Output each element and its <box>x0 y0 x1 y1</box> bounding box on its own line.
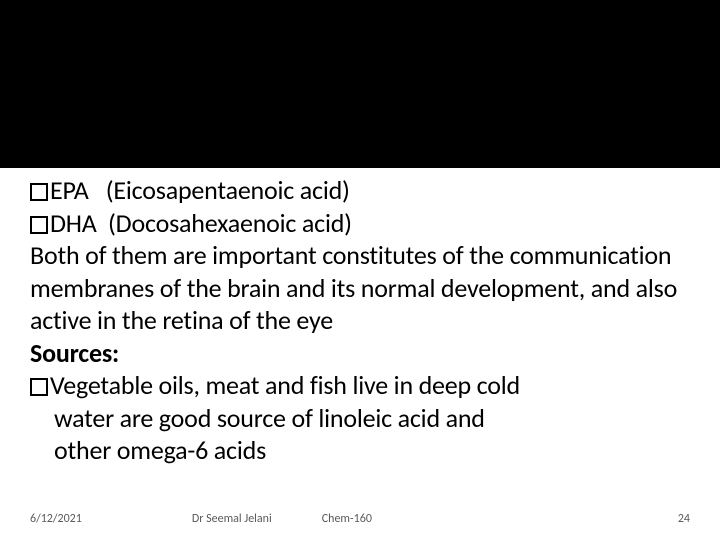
sources-inline: Vegetable oils, meat and fish live in de… <box>50 369 520 401</box>
bullet-item: DHA (Docosahexaenoic acid) <box>30 207 690 240</box>
sources-heading: Sources: <box>30 337 690 370</box>
square-bullet-icon <box>30 378 48 396</box>
square-bullet-icon <box>30 183 48 201</box>
bullet-code: DHA <box>50 207 97 239</box>
bullet-item: EPA (Eicosapentaenoic acid) <box>30 174 690 207</box>
bullet-desc: (Eicosapentaenoic acid) <box>106 174 350 206</box>
footer-date: 6/12/2021 <box>30 512 82 526</box>
slide-content: EPA (Eicosapentaenoic acid) DHA (Docosah… <box>0 174 720 467</box>
bullet-code: EPA <box>50 174 89 206</box>
footer-author: Dr Seemal Jelani <box>192 512 272 526</box>
title-band <box>0 0 720 168</box>
bullet-item: Vegetable oils, meat and fish live in de… <box>30 369 690 467</box>
footer-course: Chem-160 <box>322 512 372 526</box>
square-bullet-icon <box>30 216 48 234</box>
bullet-desc: (Docosahexaenoic acid) <box>108 207 352 239</box>
sources-continuation: water are good source of linoleic acid a… <box>30 402 690 467</box>
slide-footer: 6/12/2021 Dr Seemal Jelani Chem-160 24 <box>0 512 720 526</box>
paragraph-text: Both of them are important constitutes o… <box>30 239 690 337</box>
footer-page-number: 24 <box>678 512 690 526</box>
